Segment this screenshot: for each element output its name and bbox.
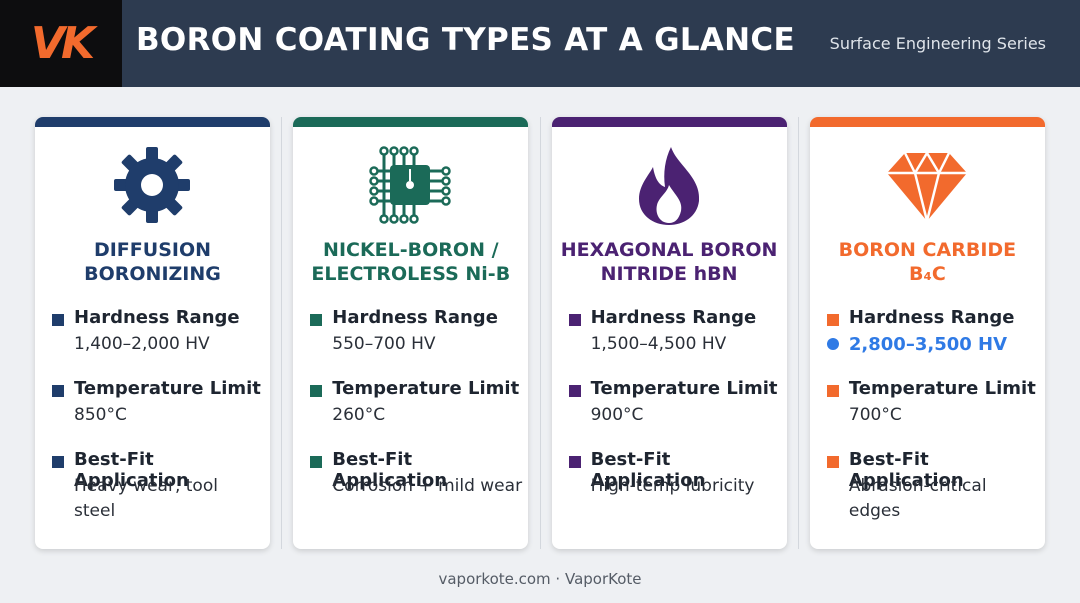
item-value: 2,800–3,500 HV (848, 334, 1008, 355)
card-icon (114, 147, 190, 223)
bullet (310, 314, 323, 326)
item-label: Best-Fit Application (332, 449, 448, 491)
item-value: 550–700 HV (332, 334, 436, 354)
bullet (310, 385, 323, 397)
footer: vaporkote.com · VaporKote (438, 570, 642, 588)
bullet (568, 385, 581, 397)
card: BORON CARBIDE B₄C Hardness Range 2,800–3,50… (809, 117, 1045, 549)
divider (281, 117, 282, 549)
bullet (52, 314, 64, 326)
card-strip (551, 117, 787, 127)
logo: VK (0, 0, 122, 87)
item-label: Temperature Limit (848, 378, 1036, 399)
title: BORON COATING TYPES AT A GLANCE (136, 22, 795, 58)
card-title: NITRIDE hBN (600, 263, 738, 285)
item-label: Best-Fit Application (848, 449, 964, 491)
item-label: Temperature Limit (590, 378, 778, 399)
highlight-dot (826, 338, 839, 350)
bullet (310, 456, 323, 468)
item-value: 900°C (590, 405, 644, 425)
item-label: Hardness Range (590, 307, 757, 328)
item-value: 700°C (848, 405, 902, 425)
bullet (52, 385, 64, 397)
item-value: High-temp lubricity (590, 476, 755, 496)
card-title: NICKEL-BORON / (323, 239, 499, 261)
item-value: 850°C (74, 405, 127, 425)
card: DIFFUSION BORONIZING Hardness Range 1,400–2… (35, 117, 270, 549)
header: VK BORON COATING TYPES AT A GLANCE Surfa… (0, 0, 1080, 87)
item-value: 1,500–4,500 HV (590, 334, 727, 354)
item-label: Hardness Range (848, 307, 1015, 328)
bullet (826, 385, 839, 397)
card-title: DIFFUSION (93, 239, 212, 261)
card-title: BORON CARBIDE (838, 239, 1017, 261)
item-value: Abrasion-critical edges (848, 476, 987, 521)
item-label: Temperature Limit (74, 378, 261, 399)
card-title: B₄C (909, 263, 946, 285)
card-icon (369, 146, 452, 224)
divider (798, 117, 799, 549)
subtitle: Surface Engineering Series (829, 34, 1046, 53)
card-strip (293, 117, 529, 127)
divider (540, 117, 541, 549)
item-label: Hardness Range (74, 307, 240, 328)
bullet (826, 314, 839, 326)
bullet (826, 456, 839, 468)
item-label: Temperature Limit (332, 378, 520, 399)
item-label: Best-Fit Application (590, 449, 706, 491)
item-label: Hardness Range (332, 307, 498, 328)
item-value: Heavy wear, tool steel (74, 476, 218, 521)
card-title: ELECTROLESS Ni-B (311, 263, 511, 285)
bullet (568, 314, 581, 326)
card-strip (35, 117, 270, 127)
item-value: 260°C (332, 405, 386, 425)
card-strip (809, 117, 1045, 127)
card: HEXAGONAL BORON NITRIDE hBN Hardness Range… (551, 117, 787, 549)
card-icon (886, 150, 967, 222)
card-icon (638, 147, 699, 225)
bullet (568, 456, 581, 468)
item-value: Corrosion + mild wear (332, 476, 523, 496)
card-title: HEXAGONAL BORON (560, 239, 778, 261)
card: NICKEL-BORON / ELECTROLESS Ni-B Hardness R… (293, 117, 529, 549)
bullet (52, 456, 64, 468)
item-value: 1,400–2,000 HV (74, 334, 210, 354)
card-title: BORONIZING (84, 263, 221, 285)
item-label: Best-Fit Application (74, 449, 189, 491)
